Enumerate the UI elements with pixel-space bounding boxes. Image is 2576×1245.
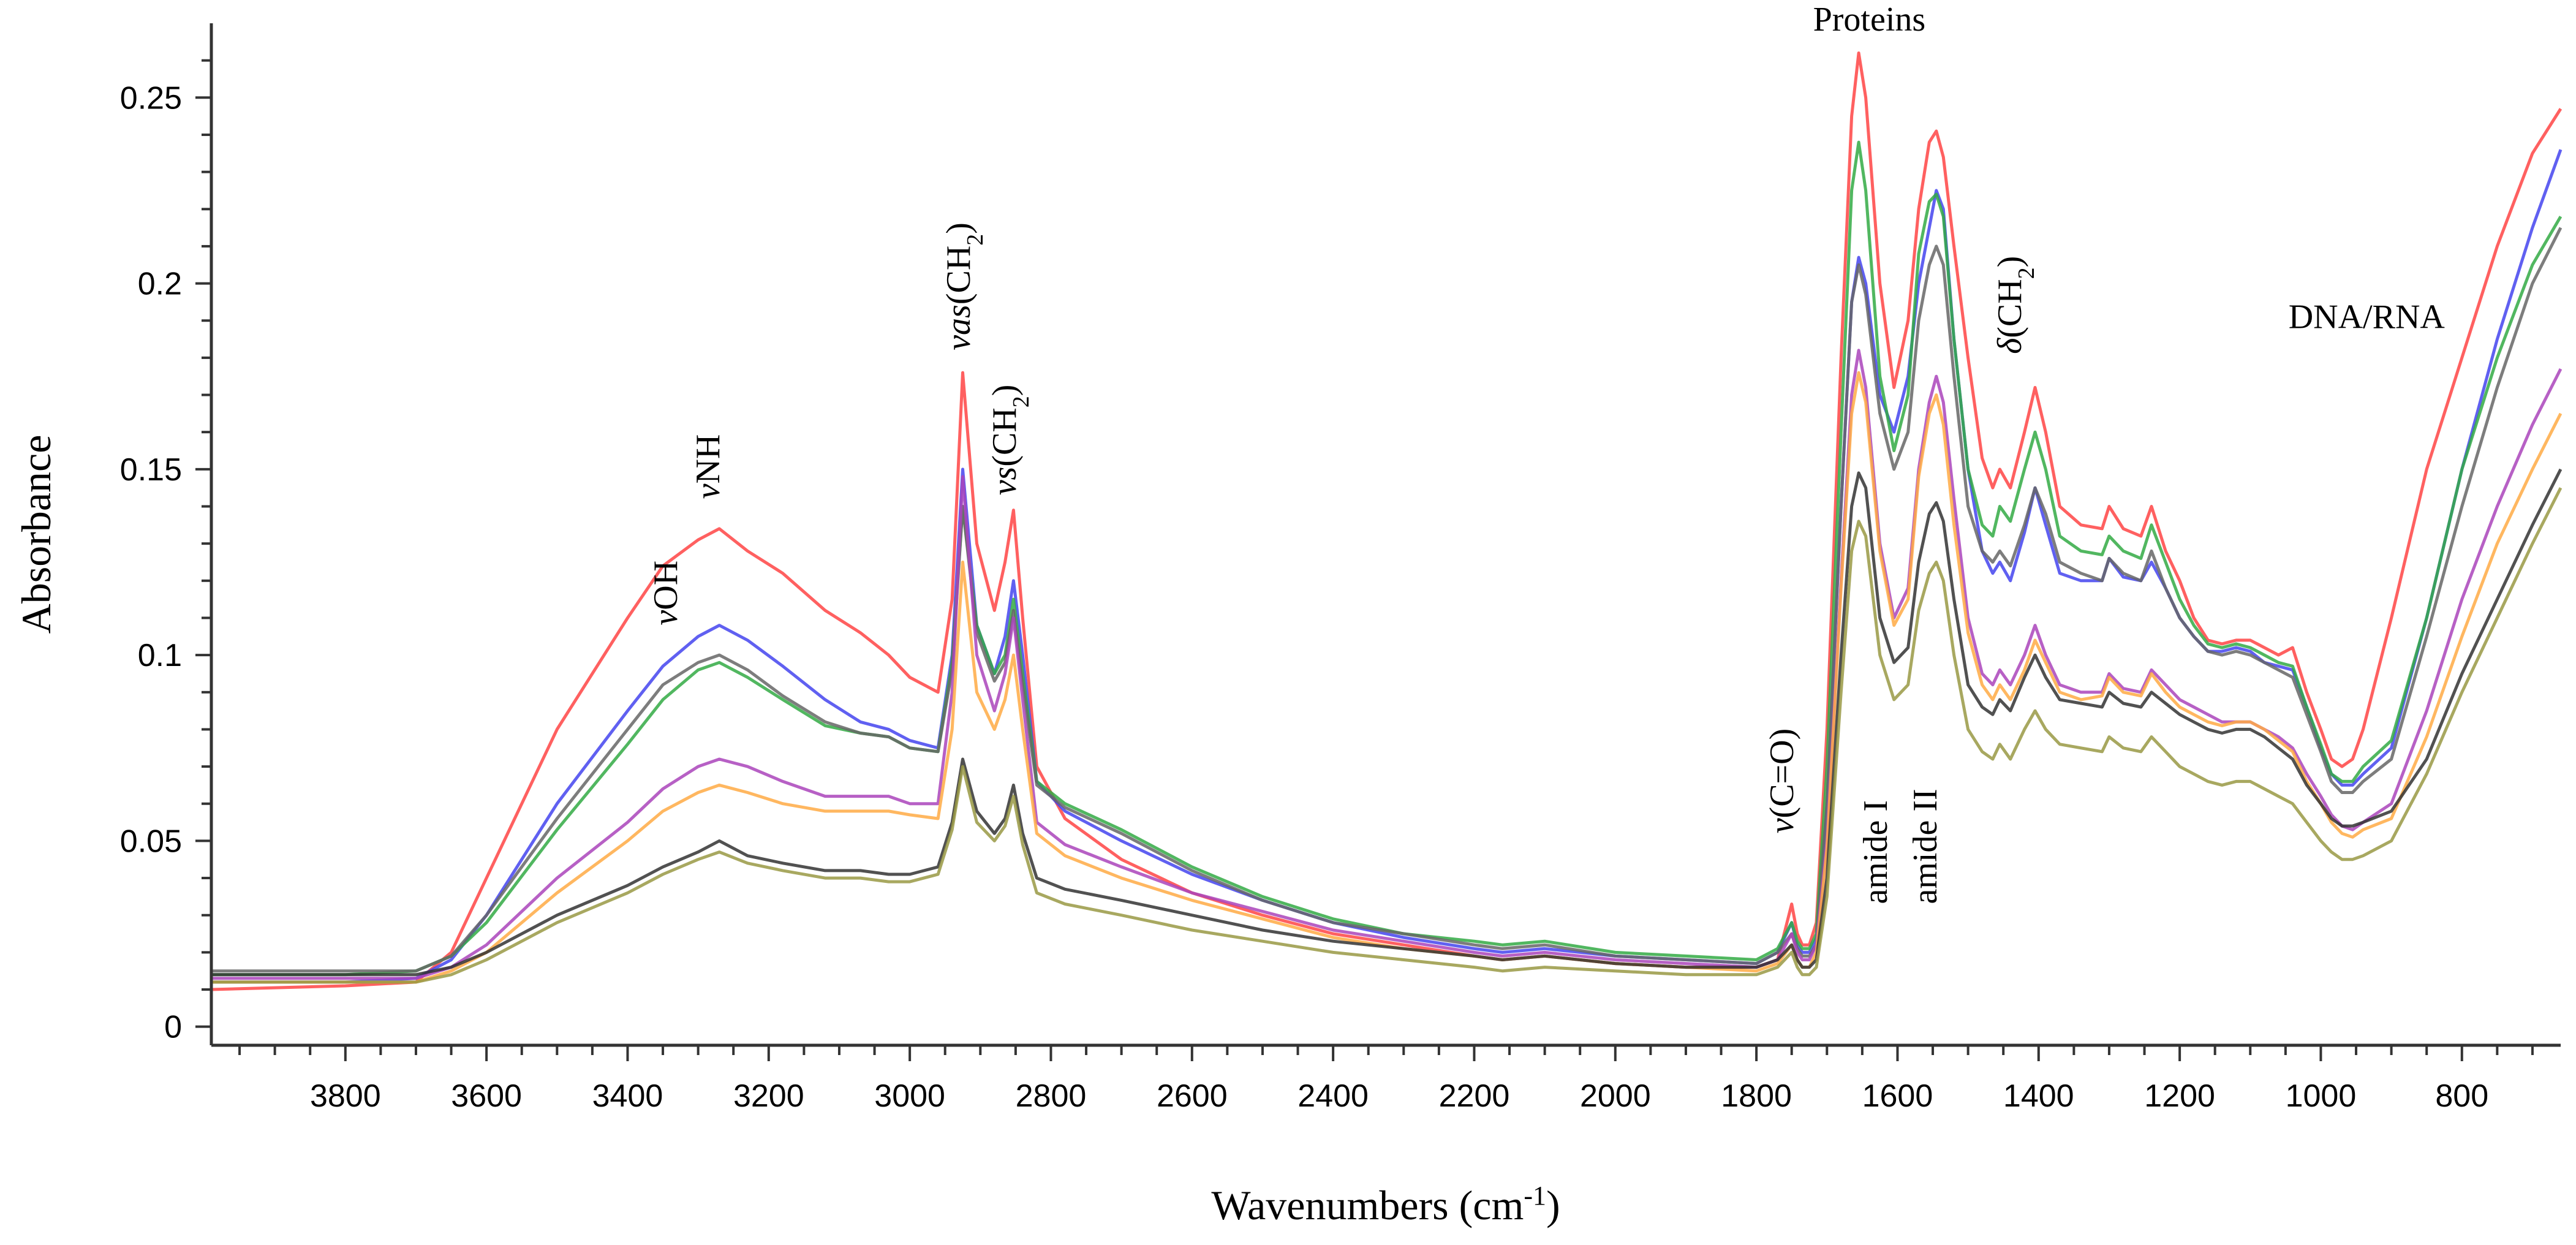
x-tick-label: 3000 xyxy=(874,1078,945,1114)
annotation-part: δ xyxy=(1991,338,2029,354)
annotation-part: ν xyxy=(986,480,1024,495)
annotation-part: ν xyxy=(689,483,727,499)
x-tick-label: 2200 xyxy=(1439,1078,1510,1114)
annotation-part: ) xyxy=(986,385,1024,396)
annotation-proteins: Proteins xyxy=(1813,1,1926,39)
y-tick-label: 0.05 xyxy=(120,823,182,859)
series-line-6 xyxy=(211,371,2563,984)
annotation-part: amide II xyxy=(1906,789,1944,904)
annotation-part: 2 xyxy=(962,234,988,246)
annotation-part: (CH xyxy=(1991,279,2029,338)
annotation-amide2: amide II xyxy=(1906,789,1944,904)
y-tick-label: 0 xyxy=(164,1010,182,1045)
annotation-part: 2 xyxy=(1008,396,1034,407)
annotation-part: 2 xyxy=(2014,267,2039,279)
x-tick-label: 800 xyxy=(2435,1078,2488,1114)
series-line-7 xyxy=(211,468,2563,977)
y-axis-title: Absorbance xyxy=(13,435,59,634)
annotation-part: s xyxy=(986,467,1024,480)
tick-layer: 3800 3600 3400 3200 3000 2800 2600 2400 2200 2000… xyxy=(120,59,2534,1114)
x-tick-label: 2800 xyxy=(1016,1078,1087,1114)
annotation-vas: νas(CH2) xyxy=(940,222,988,350)
annotation-part: ) xyxy=(940,222,978,234)
x-axis-title: Wavenumbers (cm-1) xyxy=(1211,1181,1560,1229)
x-tick-label: 2400 xyxy=(1297,1078,1369,1114)
x-tick-label: 3600 xyxy=(451,1078,522,1114)
annotation-part: Proteins xyxy=(1813,1,1926,39)
series-line-8 xyxy=(211,487,2563,984)
axes-layer xyxy=(210,23,2561,1047)
x-tick-label: 2600 xyxy=(1157,1078,1228,1114)
plot-area-background xyxy=(211,23,2561,1045)
series-layer xyxy=(211,51,2563,991)
annotation-part: as xyxy=(940,305,978,335)
x-tick-label: 1600 xyxy=(1862,1078,1933,1114)
annotation-part: ν xyxy=(940,335,978,350)
annotation-part: DNA/RNA xyxy=(2289,298,2446,336)
x-axis-title-close: ) xyxy=(1546,1182,1560,1228)
x-tick-label: 1000 xyxy=(2286,1078,2357,1114)
annotation-part: (CH xyxy=(986,407,1024,466)
y-tick-label: 0.1 xyxy=(138,638,182,673)
annotation-vco: ν(C=O) xyxy=(1763,728,1801,834)
annotation-dch2: δ(CH2) xyxy=(1991,256,2039,354)
x-tick-label: 1800 xyxy=(1721,1078,1792,1114)
annotation-voh: νOH xyxy=(647,561,685,626)
annotation-part: ) xyxy=(1991,256,2029,268)
annotation-part: NH xyxy=(689,434,727,484)
annotation-dnarna: DNA/RNA xyxy=(2289,298,2446,336)
annotation-vnh: νNH xyxy=(689,434,727,499)
annotation-part: (CH xyxy=(940,246,978,305)
y-tick-label: 0.2 xyxy=(138,267,182,302)
x-tick-label: 3200 xyxy=(733,1078,804,1114)
series-line-1 xyxy=(211,51,2563,991)
x-tick-label: 3400 xyxy=(592,1078,663,1114)
annotation-part: amide I xyxy=(1857,800,1895,904)
annotation-amide1: amide I xyxy=(1857,800,1895,904)
x-tick-label: 1200 xyxy=(2144,1078,2215,1114)
annotation-vs: νs(CH2) xyxy=(986,385,1034,496)
annotation-part: ν xyxy=(1763,818,1801,833)
x-tick-label: 2000 xyxy=(1580,1078,1651,1114)
x-tick-label: 1400 xyxy=(2003,1078,2074,1114)
x-axis-title-main: Wavenumbers (cm xyxy=(1211,1182,1524,1228)
y-tick-label: 0.25 xyxy=(120,80,182,116)
annotation-part: OH xyxy=(647,561,685,610)
x-tick-label: 3800 xyxy=(310,1078,381,1114)
series-line-4 xyxy=(211,227,2563,973)
x-axis-title-superscript: -1 xyxy=(1524,1181,1546,1211)
series-line-2 xyxy=(211,149,2563,984)
y-tick-label: 0.15 xyxy=(120,452,182,488)
annotation-part: ν xyxy=(647,610,685,626)
annotation-part: (C=O) xyxy=(1763,728,1801,819)
